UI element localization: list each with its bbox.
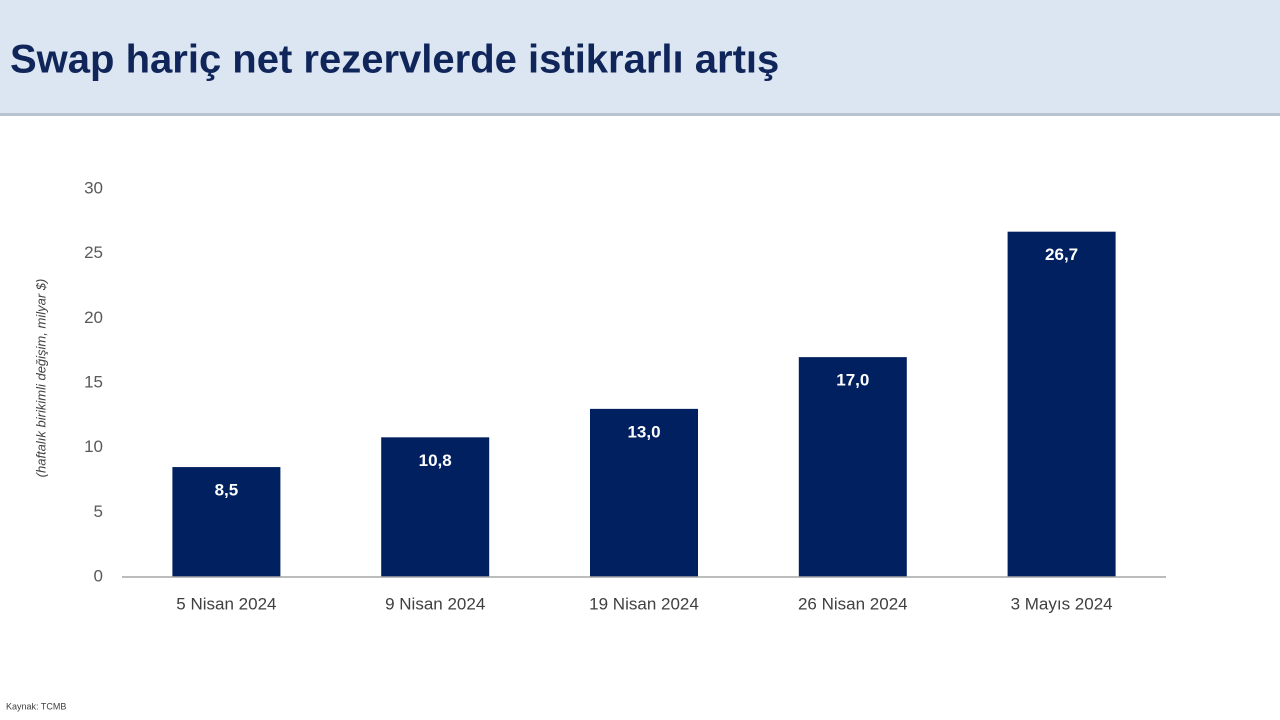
value-label: 17,0 xyxy=(836,371,869,390)
x-tick-label: 9 Nisan 2024 xyxy=(385,594,485,613)
x-tick-label: 5 Nisan 2024 xyxy=(176,594,276,613)
y-tick-label: 25 xyxy=(84,243,103,262)
x-tick-label: 19 Nisan 2024 xyxy=(589,594,699,613)
bar xyxy=(381,437,490,577)
source-note: Kaynak: TCMB xyxy=(6,701,66,711)
value-label: 10,8 xyxy=(419,451,452,470)
value-label: 13,0 xyxy=(627,422,660,441)
y-axis-label: (haftalık birikimli değişim, milyar $) xyxy=(33,279,48,478)
y-tick-label: 5 xyxy=(94,502,103,521)
y-tick-label: 15 xyxy=(84,372,103,391)
bar xyxy=(172,467,281,577)
value-label: 26,7 xyxy=(1045,245,1078,264)
y-tick-label: 0 xyxy=(94,566,103,585)
bar xyxy=(590,408,698,577)
y-tick-label: 10 xyxy=(84,437,103,456)
bar xyxy=(1007,231,1116,577)
header-border xyxy=(0,113,1280,116)
header-band xyxy=(0,0,1280,115)
value-label: 8,5 xyxy=(215,481,239,500)
y-tick-label: 20 xyxy=(84,308,103,327)
y-tick-label: 30 xyxy=(84,178,103,197)
x-tick-label: 3 Mayıs 2024 xyxy=(1011,594,1113,613)
chart-title: Swap hariç net rezervlerde istikrarlı ar… xyxy=(10,38,779,82)
bar xyxy=(798,357,907,577)
x-tick-label: 26 Nisan 2024 xyxy=(798,594,908,613)
